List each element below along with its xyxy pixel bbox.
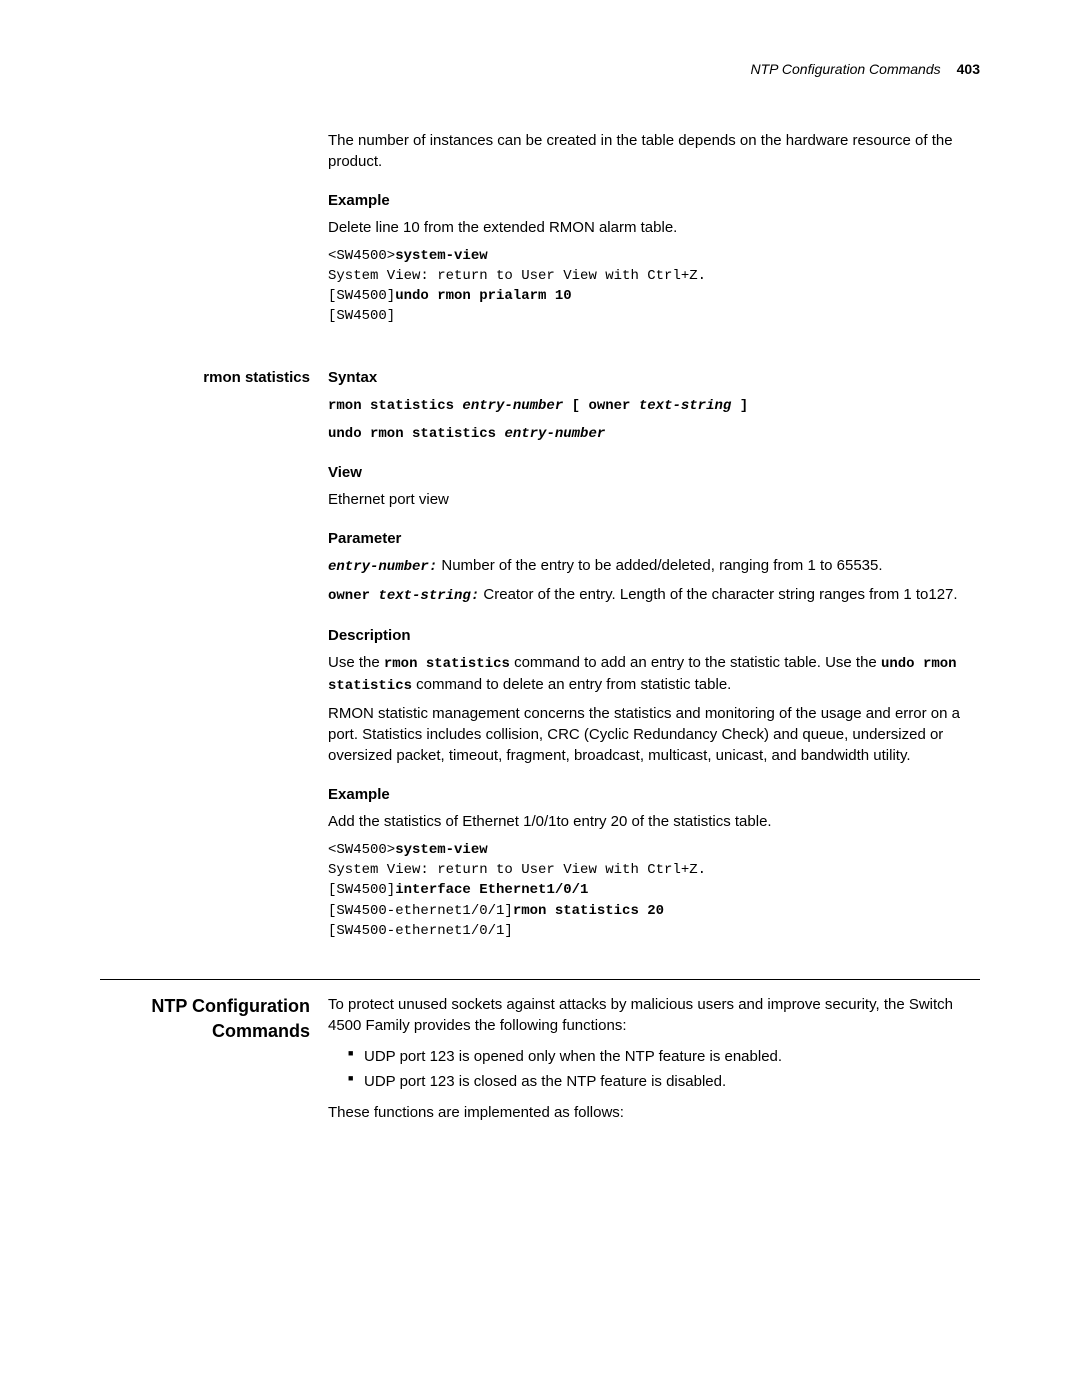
parameter-text: entry-number: Number of the entry to be … xyxy=(328,555,980,578)
section-label: rmon statistics xyxy=(100,367,328,388)
list-item: UDP port 123 is opened only when the NTP… xyxy=(348,1046,980,1067)
ntp-intro: To protect unused sockets against attack… xyxy=(328,994,980,1036)
description-heading: Description xyxy=(328,625,980,646)
example-text: Delete line 10 from the extended RMON al… xyxy=(328,217,980,238)
syntax-heading: Syntax xyxy=(328,367,980,388)
code-block: <SW4500>system-view System View: return … xyxy=(328,840,980,941)
syntax-line: rmon statistics entry-number [ owner tex… xyxy=(328,396,980,416)
list-item: UDP port 123 is closed as the NTP featur… xyxy=(348,1071,980,1092)
section-title: NTP Configuration Commands xyxy=(100,994,328,1044)
description-text: Use the rmon statistics command to add a… xyxy=(328,652,980,697)
header-title: NTP Configuration Commands xyxy=(751,61,941,77)
parameter-text: owner text-string: Creator of the entry.… xyxy=(328,584,980,607)
ntp-outro: These functions are implemented as follo… xyxy=(328,1102,980,1123)
divider xyxy=(100,979,980,980)
description-text: RMON statistic management concerns the s… xyxy=(328,703,980,766)
syntax-line: undo rmon statistics entry-number xyxy=(328,424,980,444)
running-header: NTP Configuration Commands 403 xyxy=(100,60,980,80)
view-heading: View xyxy=(328,462,980,483)
example-heading: Example xyxy=(328,190,980,211)
view-text: Ethernet port view xyxy=(328,489,980,510)
intro-paragraph: The number of instances can be created i… xyxy=(328,130,980,172)
ntp-list: UDP port 123 is opened only when the NTP… xyxy=(328,1046,980,1092)
parameter-heading: Parameter xyxy=(328,528,980,549)
example-heading: Example xyxy=(328,784,980,805)
code-block: <SW4500>system-view System View: return … xyxy=(328,246,980,327)
page-number: 403 xyxy=(957,61,980,77)
example-text: Add the statistics of Ethernet 1/0/1to e… xyxy=(328,811,980,832)
